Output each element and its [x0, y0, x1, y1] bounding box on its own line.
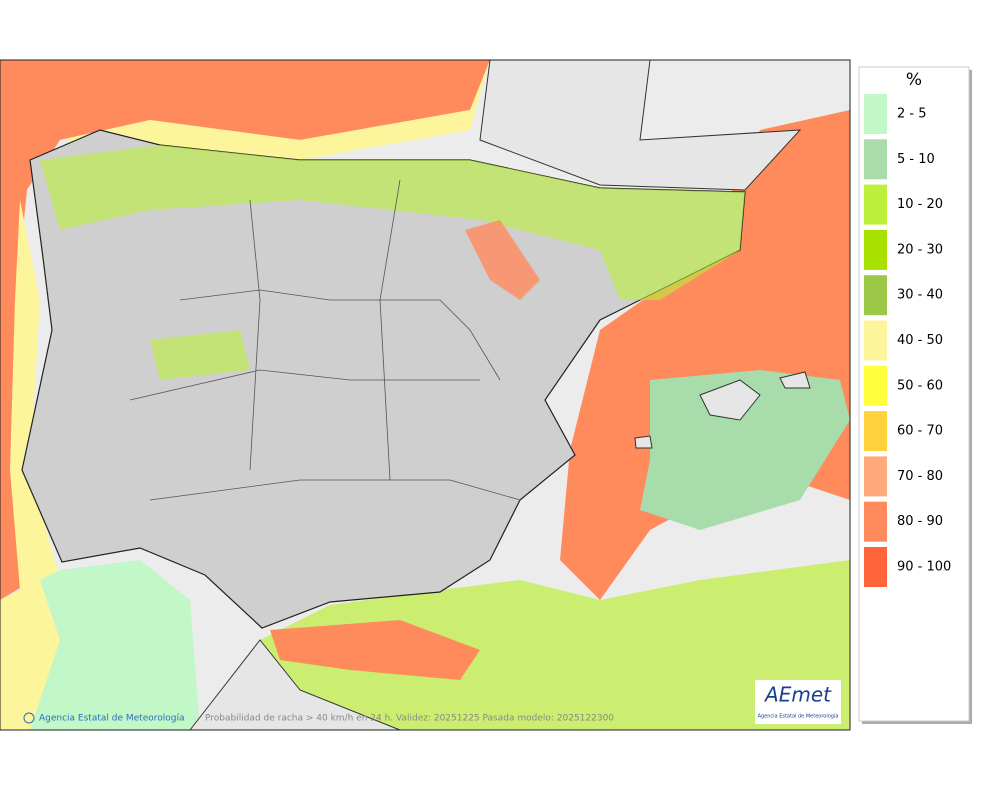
- mediterranean-field: [560, 110, 850, 600]
- legend-swatch: [864, 365, 887, 406]
- legend-swatch: [864, 547, 887, 587]
- iberian-high: [465, 220, 540, 300]
- legend-swatch: [864, 456, 887, 497]
- logo-name: AEmet: [763, 683, 832, 707]
- legend-label: 20 - 30: [897, 242, 943, 257]
- legend-swatch: [864, 139, 887, 180]
- legend-swatch: [864, 411, 887, 452]
- legend-label: 80 - 90: [897, 514, 943, 529]
- legend-title: %: [906, 70, 922, 90]
- legend-swatch: [864, 275, 887, 316]
- region-borders: [129, 179, 521, 501]
- atlantic-field-west: [0, 60, 180, 440]
- balearic-islands: [634, 371, 811, 449]
- legend-swatch: [864, 501, 887, 542]
- alboran-high: [270, 620, 480, 680]
- legend-label: 2 - 5: [897, 107, 927, 122]
- france: [479, 59, 802, 191]
- legend-label: 70 - 80: [897, 469, 943, 484]
- coastal-band: [60, 60, 490, 160]
- central-band: [150, 330, 250, 380]
- legend-swatch: [864, 229, 887, 270]
- northern-band: [40, 145, 745, 300]
- legend-label: 50 - 60: [897, 378, 943, 393]
- legend-swatch: [864, 94, 887, 134]
- legend-label: 5 - 10: [897, 152, 935, 167]
- map-frame: [0, 59, 851, 731]
- legend-label: 10 - 20: [897, 197, 943, 212]
- legend-swatch: [864, 184, 887, 225]
- logo-subtitle: Agencia Estatal de Meteorología: [758, 713, 839, 720]
- credit: Agencia Estatal de Meteorología: [39, 714, 185, 724]
- legend-label: 90 - 100: [897, 560, 951, 575]
- legend-label: 30 - 40: [897, 288, 943, 303]
- legend: % 2 - 5 5 - 10 10 - 20 20 - 30 30 - 40 40 - 5…: [858, 66, 972, 724]
- legend-label: 40 - 50: [897, 333, 943, 348]
- coastal-band: [10, 200, 60, 590]
- alboran-field: [260, 560, 850, 730]
- southwest-band: [0, 580, 60, 730]
- map: Agencia Estatal de Meteorología Probabil…: [0, 59, 851, 731]
- copyright-icon: [23, 712, 35, 724]
- logo-box: [755, 680, 841, 724]
- legend-label: 60 - 70: [897, 424, 943, 439]
- balearic-field: [640, 370, 850, 530]
- southwest-field: [0, 560, 200, 730]
- legend-swatch: [864, 320, 887, 361]
- caption: Probabilidad de racha > 40 km/h en 24 h.…: [205, 714, 614, 724]
